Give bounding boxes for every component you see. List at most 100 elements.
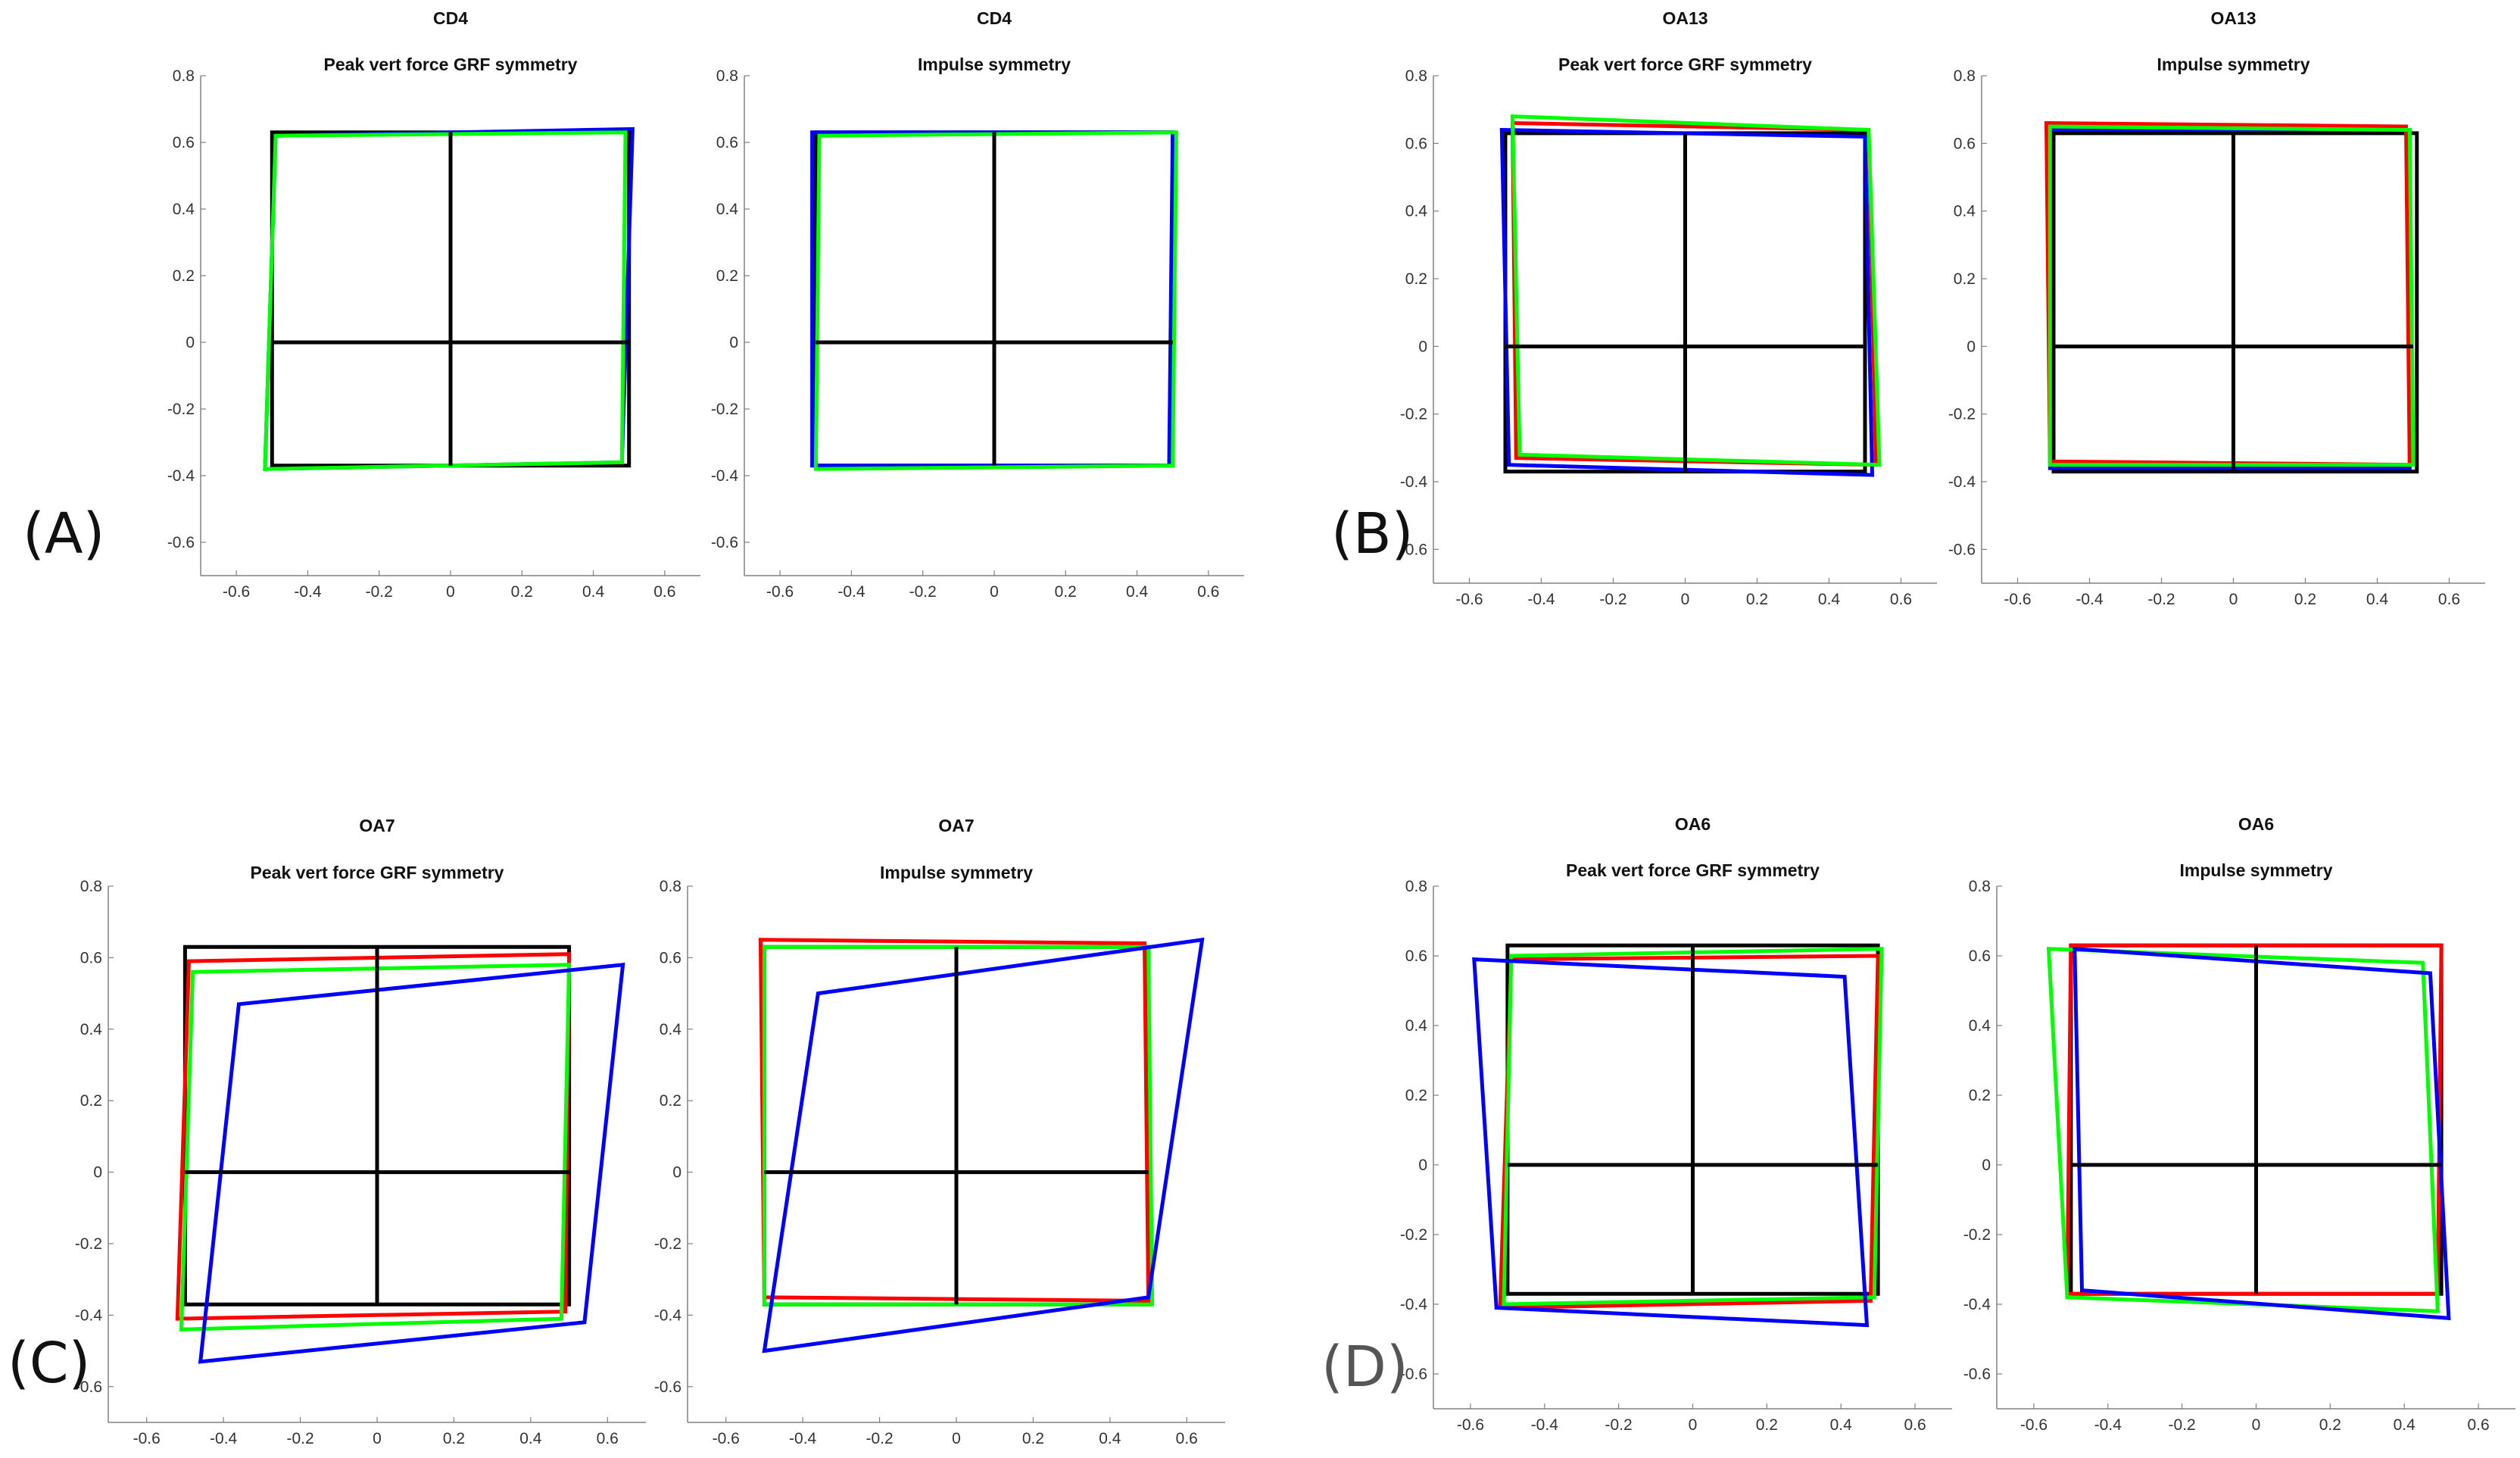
y-tick-label: 0 — [729, 334, 738, 351]
series-blue-quad — [2048, 128, 2412, 470]
y-tick-label: 0.6 — [660, 949, 681, 966]
x-tick-label: -0.4 — [1527, 591, 1555, 608]
y-tick-label: -0.4 — [1400, 473, 1428, 491]
y-tick-label: 0.2 — [80, 1092, 102, 1110]
y-tick-label: -0.2 — [1963, 1226, 1991, 1244]
series-blue-quad — [762, 937, 1205, 1353]
x-tick-label: -0.4 — [789, 1430, 817, 1447]
x-tick-label: -0.2 — [1605, 1416, 1633, 1434]
series-black-quad — [2051, 131, 2419, 474]
x-tick-label: -0.6 — [1455, 591, 1483, 608]
x-tick-label: 0.4 — [582, 583, 605, 601]
x-tick-label: -0.6 — [2004, 591, 2031, 608]
y-tick-label: 0.4 — [1405, 1017, 1428, 1035]
series-green-quad — [263, 130, 628, 471]
series-blue-quad — [1472, 957, 1870, 1328]
chart-title: OA13 — [1662, 8, 1708, 28]
x-tick-label: 0.6 — [653, 583, 675, 601]
series-red-quad — [2044, 120, 2412, 467]
x-tick-label: 0 — [952, 1430, 961, 1447]
x-tick-label: -0.4 — [1531, 1416, 1559, 1434]
y-tick-label: 0.2 — [716, 267, 738, 285]
y-tick-label: -0.4 — [75, 1307, 103, 1324]
y-tick-label: 0.6 — [1405, 135, 1427, 152]
x-tick-label: -0.4 — [294, 583, 322, 601]
chart-subtitle: Impulse symmetry — [2157, 55, 2310, 74]
y-tick-label: -0.6 — [1948, 541, 1976, 558]
series-green-quad — [179, 963, 572, 1332]
series-blue-quad — [1499, 127, 1875, 477]
subplot-4: OA13 Impulse symmetry -0.6 -0.4 -0.2 0 0.2 0.4 0… — [1948, 8, 2485, 608]
x-tick-label: 0.4 — [1126, 583, 1149, 601]
y-tick-label: 0 — [1418, 1157, 1427, 1174]
y-tick-label: 0.4 — [716, 201, 739, 218]
y-tick-label: -0.2 — [1400, 1226, 1427, 1244]
x-tick-label: -0.6 — [223, 583, 250, 601]
y-tick-label: 0.2 — [1954, 270, 1976, 288]
x-tick-label: -0.2 — [286, 1430, 313, 1447]
series-red-quad — [1510, 120, 1878, 467]
y-tick-label: -0.2 — [1400, 406, 1427, 423]
y-tick-label: -0.4 — [654, 1307, 682, 1324]
x-tick-label: 0.2 — [511, 583, 533, 601]
series-red-quad — [1498, 954, 1880, 1310]
y-tick-label: -0.6 — [1400, 541, 1427, 558]
x-tick-label: 0.6 — [2438, 591, 2460, 608]
y-tick-label: 0.6 — [1969, 948, 1991, 965]
y-tick-label: -0.4 — [1400, 1296, 1428, 1313]
x-tick-label: 0 — [1681, 591, 1690, 608]
panel-label-c: (C) — [8, 1331, 91, 1396]
series-green-quad — [2046, 947, 2440, 1313]
y-tick-label: -0.6 — [75, 1378, 102, 1396]
x-tick-label: 0.6 — [1904, 1416, 1926, 1434]
x-tick-label: -0.6 — [2020, 1416, 2048, 1434]
y-tick-label: -0.2 — [167, 401, 195, 418]
y-tick-label: 0.4 — [1969, 1017, 1991, 1035]
y-tick-label: -0.4 — [1963, 1296, 1991, 1313]
x-tick-label: 0.2 — [2319, 1416, 2341, 1434]
chart-subtitle: Impulse symmetry — [2180, 860, 2333, 880]
series-blue-quad — [198, 962, 625, 1364]
y-tick-label: 0.8 — [1954, 67, 1976, 85]
y-tick-label: -0.6 — [167, 534, 195, 551]
series-green-quad — [2048, 124, 2416, 467]
panel-label-b: (B) — [1331, 501, 1414, 567]
y-tick-label: 0.4 — [80, 1021, 103, 1038]
y-tick-label: 0.6 — [173, 134, 195, 151]
y-tick-label: 0.8 — [716, 67, 738, 85]
x-tick-label: 0 — [373, 1430, 382, 1447]
x-tick-label: 0.2 — [443, 1430, 465, 1447]
subplot-5: OA7 Peak vert force GRF symmetry -0.6 -0.4 -… — [75, 816, 646, 1447]
y-tick-label: 0 — [672, 1164, 681, 1182]
y-tick-label: 0.2 — [1405, 270, 1427, 288]
y-tick-label: -0.6 — [1963, 1366, 1991, 1383]
series-green-quad — [813, 130, 1178, 471]
y-tick-label: 0 — [1982, 1157, 1991, 1174]
subplot-1: CD4 Peak vert force GRF symmetry -0.6 -0.4 -… — [167, 8, 700, 601]
y-tick-label: -0.6 — [711, 534, 738, 551]
x-tick-label: 0.6 — [2467, 1416, 2489, 1434]
y-tick-label: -0.2 — [1948, 406, 1976, 423]
y-tick-label: 0 — [1418, 338, 1427, 355]
series-blue-quad — [2072, 947, 2451, 1321]
y-tick-label: 0.8 — [1405, 67, 1427, 85]
panel-label-a: (A) — [23, 501, 105, 567]
y-tick-label: -0.6 — [1400, 1366, 1427, 1383]
chart-subtitle: Impulse symmetry — [918, 55, 1071, 74]
y-tick-label: 0.8 — [1969, 878, 1991, 895]
chart-subtitle: Peak vert force GRF symmetry — [1558, 55, 1812, 74]
subplot-8: OA6 Impulse symmetry -0.6 -0.4 -0.2 0 0.2 0.4 0.… — [1963, 814, 2515, 1434]
y-tick-label: -0.4 — [711, 467, 739, 485]
x-tick-label: -0.2 — [2169, 1416, 2196, 1434]
chart-subtitle: Impulse symmetry — [880, 863, 1033, 882]
y-tick-label: 0.8 — [173, 67, 195, 85]
x-tick-label: -0.4 — [837, 583, 865, 601]
series-green-quad — [1502, 947, 1884, 1307]
x-tick-label: 0.6 — [1890, 591, 1912, 608]
chart-title: OA6 — [1675, 814, 1711, 834]
x-tick-label: -0.2 — [366, 583, 393, 601]
x-tick-label: -0.2 — [1599, 591, 1626, 608]
x-tick-label: 0.4 — [2366, 591, 2389, 608]
chart-title: OA6 — [2238, 814, 2274, 834]
